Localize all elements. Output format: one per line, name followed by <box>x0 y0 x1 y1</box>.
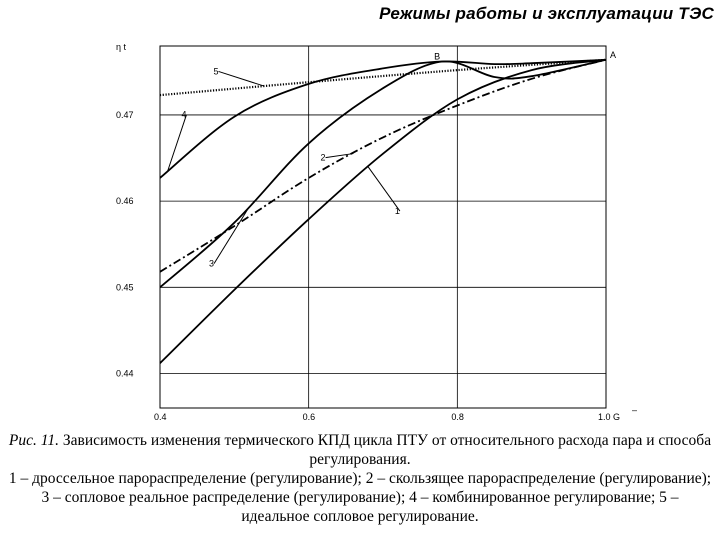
chart-series <box>159 58 607 364</box>
point-label-A: A <box>610 50 616 60</box>
series-5-line <box>159 58 607 97</box>
point-label-B: B <box>434 52 440 62</box>
x-tick-label: 1.0 <box>598 412 611 422</box>
x-tick-label: 0.4 <box>154 412 167 422</box>
y-tick-label: 0.46 <box>116 196 134 206</box>
efficiency-chart: 0.4 0.6 0.8 1.0 0.47 0.46 0.45 0.44 1 2 3 4 5 B A η t… <box>116 42 637 422</box>
leader-line-5 <box>218 70 265 87</box>
figure-caption: Рис. 11. Зависимость изменения термическ… <box>8 431 712 526</box>
plot-frame <box>159 45 607 409</box>
series-3-line <box>159 58 607 288</box>
x-tick-label: 0.6 <box>303 412 316 422</box>
chart-grid <box>159 45 607 409</box>
series-2-line <box>159 58 607 273</box>
leader-line-2 <box>325 153 354 159</box>
leader-line-1 <box>367 166 401 212</box>
curve-label-3: 3 <box>209 259 214 269</box>
leader-line-3 <box>213 206 250 264</box>
curve-labels: 1 2 3 4 5 B A <box>182 50 616 269</box>
y-tick-label: 0.45 <box>116 282 134 292</box>
label-leaders <box>166 70 401 264</box>
y-axis-label: η t <box>116 42 127 52</box>
figure-number: Рис. 11. <box>8 432 59 449</box>
leader-line-4 <box>166 114 188 172</box>
curve-label-4: 4 <box>182 110 187 120</box>
x-axis-label: G <box>613 412 620 422</box>
x-axis-label-suffix: – <box>632 405 637 415</box>
series-1-line <box>159 58 607 364</box>
y-tick-label: 0.44 <box>116 369 134 379</box>
x-tick-label: 0.8 <box>451 412 464 422</box>
tick-labels: 0.4 0.6 0.8 1.0 0.47 0.46 0.45 0.44 <box>116 110 611 422</box>
figure-title: Зависимость изменения термического КПД ц… <box>62 432 712 468</box>
curve-label-5: 5 <box>213 66 218 76</box>
curve-label-1: 1 <box>395 206 400 216</box>
page-title: Режимы работы и эксплуатации ТЭС <box>379 4 714 23</box>
series-4-line <box>159 58 607 179</box>
figure-legend-text: 1 – дроссельное парораспределение (регул… <box>8 470 712 525</box>
y-tick-label: 0.47 <box>116 110 134 120</box>
curve-label-2: 2 <box>321 153 326 163</box>
